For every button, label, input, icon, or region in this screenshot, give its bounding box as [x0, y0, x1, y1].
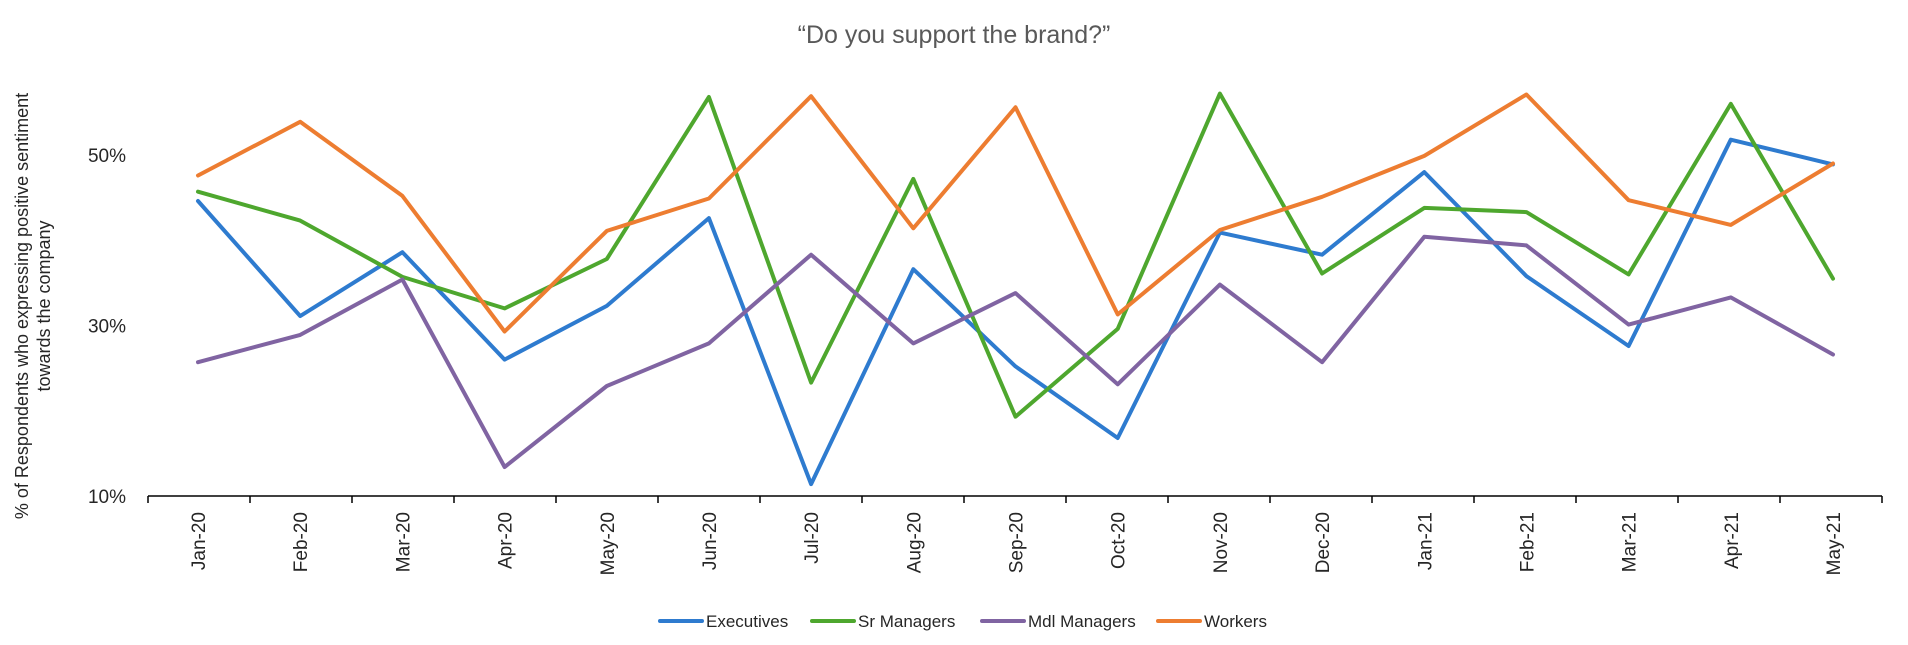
- y-tick-label: 50%: [88, 146, 126, 167]
- legend-label-sr-managers: Sr Managers: [858, 612, 955, 631]
- series-line-sr-managers: [196, 91, 1835, 419]
- legend: Executives Sr Managers Mdl Managers Workers: [658, 612, 1267, 631]
- x-axis: Jan-20 Feb-20 Mar-20 Apr-20 May-20 Jun-20 Jul-…: [147, 495, 1883, 575]
- y-tick-label: 30%: [88, 317, 126, 338]
- series-lines: [196, 91, 1835, 487]
- x-tick-label: Sep-20: [1007, 512, 1028, 573]
- x-tick-label: May-21: [1824, 512, 1845, 575]
- x-tick-label: Apr-21: [1722, 512, 1743, 569]
- legend-label-mdl-managers: Mdl Managers: [1028, 612, 1136, 631]
- x-tick-label: Apr-20: [496, 512, 517, 569]
- chart-title: “Do you support the brand?”: [798, 21, 1111, 49]
- x-tick-label: Oct-20: [1109, 512, 1130, 569]
- y-tick-label: 10%: [88, 487, 126, 508]
- x-tick-label: Nov-20: [1211, 512, 1232, 573]
- y-axis-ticks: 10% 30% 50%: [88, 146, 126, 508]
- x-tick-label: Mar-21: [1620, 512, 1641, 572]
- series-line-executives: [196, 137, 1835, 487]
- x-tick-label: Mar-20: [393, 512, 414, 572]
- x-tick-label: Jan-20: [189, 512, 210, 570]
- x-tick-label: Jul-20: [802, 512, 823, 564]
- y-axis-label-line-1: % of Respondents who expressing positive…: [12, 93, 32, 519]
- x-tick-label: Jan-21: [1415, 512, 1436, 570]
- series-line-mdl-managers: [196, 234, 1835, 469]
- legend-label-workers: Workers: [1204, 612, 1267, 631]
- x-tick-label: Dec-20: [1313, 512, 1334, 573]
- series-line-workers: [196, 92, 1835, 334]
- x-tick-label: Feb-20: [291, 512, 312, 572]
- y-axis-label: % of Respondents who expressing positive…: [12, 93, 54, 519]
- y-axis-label-line-2: towards the company: [34, 220, 54, 391]
- x-tick-label: Aug-20: [904, 512, 925, 573]
- legend-label-executives: Executives: [706, 612, 788, 631]
- x-tick-label: Feb-21: [1517, 512, 1538, 572]
- x-tick-label: May-20: [598, 512, 619, 575]
- x-tick-label: Jun-20: [700, 512, 721, 570]
